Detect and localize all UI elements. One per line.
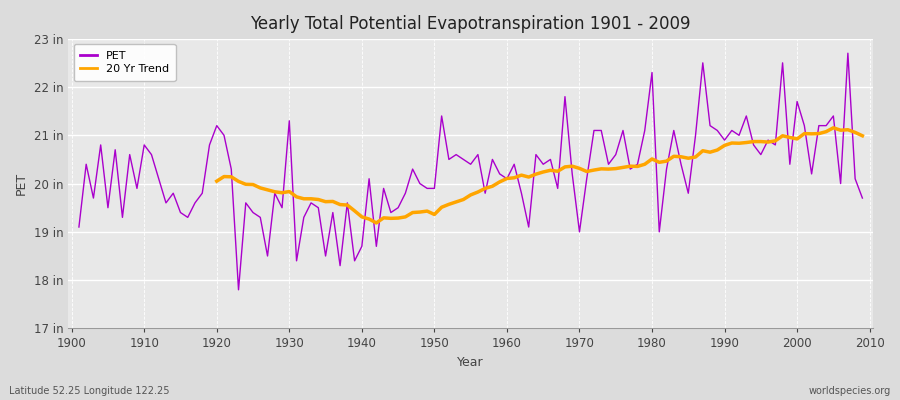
- Text: worldspecies.org: worldspecies.org: [809, 386, 891, 396]
- Text: Latitude 52.25 Longitude 122.25: Latitude 52.25 Longitude 122.25: [9, 386, 169, 396]
- Y-axis label: PET: PET: [15, 172, 28, 195]
- Legend: PET, 20 Yr Trend: PET, 20 Yr Trend: [74, 44, 176, 81]
- Title: Yearly Total Potential Evapotranspiration 1901 - 2009: Yearly Total Potential Evapotranspiratio…: [250, 15, 691, 33]
- X-axis label: Year: Year: [457, 356, 484, 369]
